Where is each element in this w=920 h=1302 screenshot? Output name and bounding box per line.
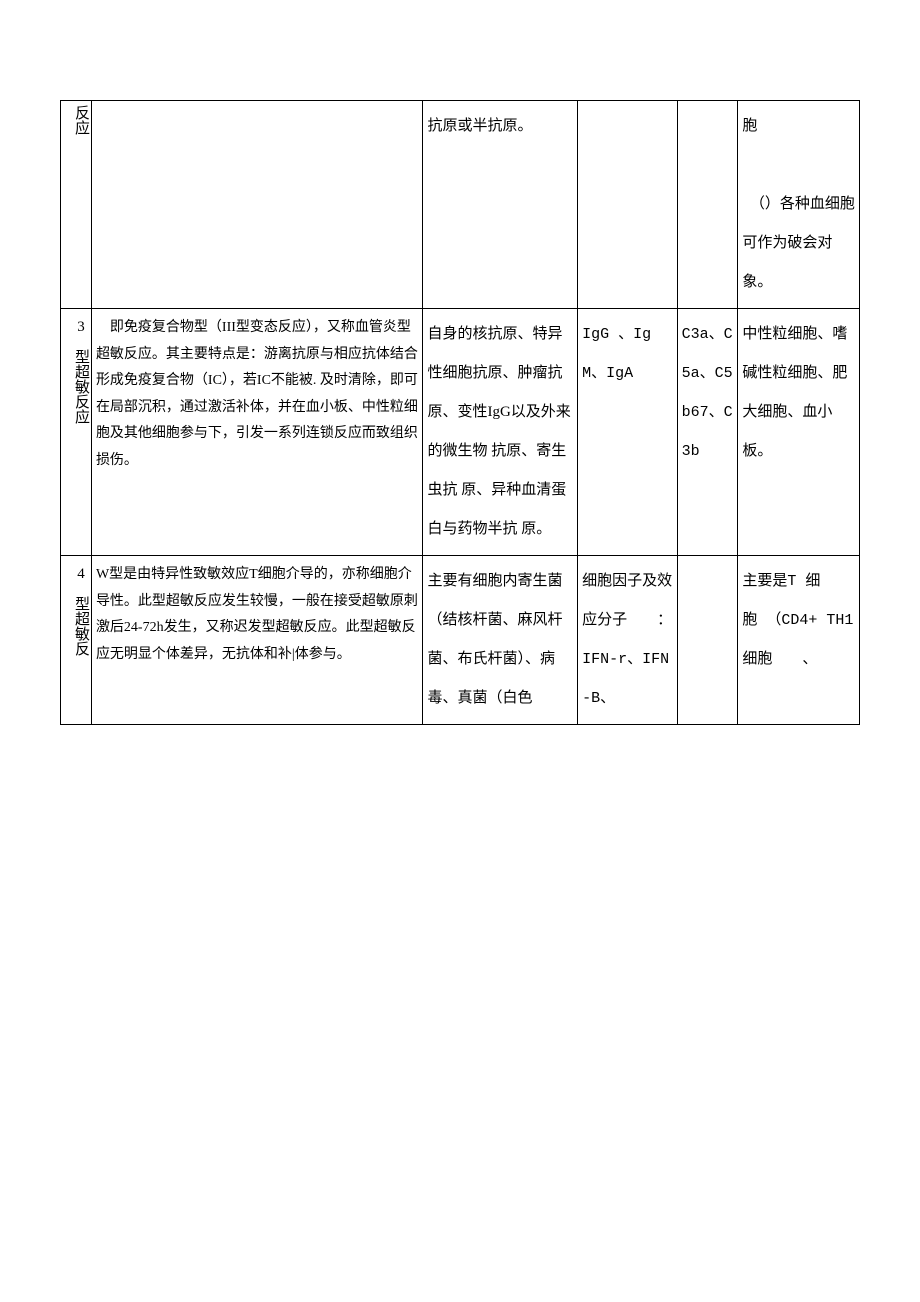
cells-cell: 主要是T 细 胞 （CD4+ TH1 细胞 、 bbox=[738, 556, 860, 725]
complement-cell: C3a、C5a、C5b67、C3b bbox=[677, 309, 738, 556]
antibody-cell: IgG 、IgM、IgA bbox=[578, 309, 677, 556]
antibody-cell bbox=[578, 101, 677, 309]
antigen-cell: 自身的核抗原、特异性细胞抗原、肿瘤抗原、变性IgG以及外来的微生物 抗原、寄生虫… bbox=[423, 309, 578, 556]
desc-cell: 即免疫复合物型（III型变态反应），又称血管炎型超敏反应。其主要特点是：游离抗原… bbox=[91, 309, 423, 556]
cells-cell: 胞 （）各种血细胞可作为破会对象。 bbox=[738, 101, 860, 309]
table-row: 反应 抗原或半抗原。 胞 （）各种血细胞可作为破会对象。 bbox=[61, 101, 860, 309]
desc-cell: W型是由特异性致敏效应T细胞介导的，亦称细胞介导性。此型超敏反应发生较慢，一般在… bbox=[91, 556, 423, 725]
type-cell: 3 型超敏反应 bbox=[61, 309, 92, 556]
table-row: 3 型超敏反应 即免疫复合物型（III型变态反应），又称血管炎型超敏反应。其主要… bbox=[61, 309, 860, 556]
hypersensitivity-table: 反应 抗原或半抗原。 胞 （）各种血细胞可作为破会对象。 3 型超敏反应 即免疫… bbox=[60, 100, 860, 725]
antigen-cell: 抗原或半抗原。 bbox=[423, 101, 578, 309]
type-label: 型超敏反应 bbox=[63, 349, 99, 424]
type-label: 反应 bbox=[63, 105, 99, 135]
type-num: 4 bbox=[63, 566, 99, 582]
table-row: 4 型超敏反 W型是由特异性致敏效应T细胞介导的，亦称细胞介导性。此型超敏反应发… bbox=[61, 556, 860, 725]
antibody-cell: 细胞因子及效应分子 ：IFN-r、IFN-B、 bbox=[578, 556, 677, 725]
type-num: 3 bbox=[63, 319, 99, 335]
type-cell: 反应 bbox=[61, 101, 92, 309]
desc-cell bbox=[91, 101, 423, 309]
antigen-cell: 主要有细胞内寄生菌（结核杆菌、麻风杆菌、布氏杆菌）、病毒、真菌（白色 bbox=[423, 556, 578, 725]
type-cell: 4 型超敏反 bbox=[61, 556, 92, 725]
type-label: 型超敏反 bbox=[63, 596, 99, 656]
complement-cell bbox=[677, 101, 738, 309]
complement-cell bbox=[677, 556, 738, 725]
cells-cell: 中性粒细胞、嗜碱性粒细胞、肥大细胞、血小板。 bbox=[738, 309, 860, 556]
